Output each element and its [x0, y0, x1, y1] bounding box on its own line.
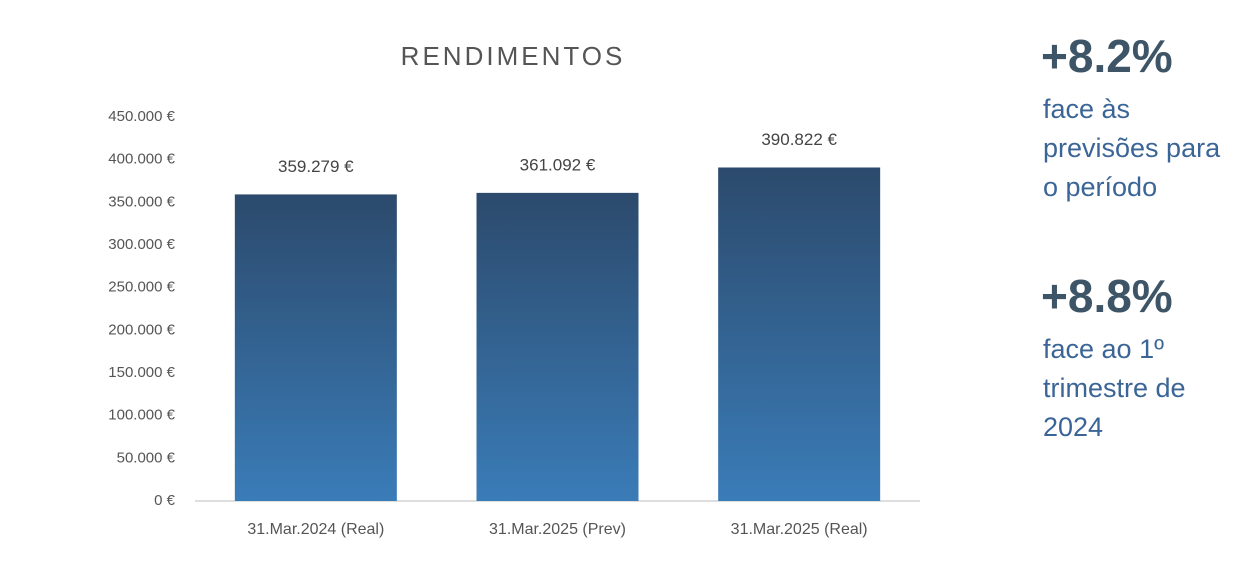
- value-label: 359.279 €: [278, 157, 354, 176]
- bar: [234, 194, 397, 501]
- value-label: 390.822 €: [761, 130, 837, 149]
- annotation-line: 2024: [1043, 412, 1103, 442]
- value-label: 361.092 €: [520, 155, 596, 174]
- bar: [718, 167, 881, 501]
- bar: [476, 192, 639, 501]
- annotation-line: face ao 1º: [1043, 334, 1164, 364]
- headline: +8.2%: [1041, 30, 1173, 82]
- y-tick-label: 100.000 €: [108, 407, 175, 424]
- y-tick-label: 450.000 €: [108, 108, 175, 125]
- annotation-line: trimestre de: [1043, 373, 1186, 403]
- y-tick-label: 250.000 €: [108, 279, 175, 296]
- y-tick-label: 150.000 €: [108, 364, 175, 381]
- annotation-line: o período: [1043, 172, 1157, 202]
- x-tick-label: 31.Mar.2024 (Real): [247, 521, 384, 538]
- y-tick-label: 200.000 €: [108, 321, 175, 338]
- headline: +8.8%: [1041, 270, 1173, 322]
- chart-title: RENDIMENTOS: [401, 41, 626, 71]
- x-tick-label: 31.Mar.2025 (Real): [731, 521, 868, 538]
- y-tick-label: 350.000 €: [108, 193, 175, 210]
- x-tick-label: 31.Mar.2025 (Prev): [489, 521, 626, 538]
- y-tick-label: 50.000 €: [117, 449, 176, 466]
- annotation-line: face às: [1043, 94, 1130, 124]
- y-tick-label: 400.000 €: [108, 151, 175, 168]
- y-tick-label: 0 €: [154, 492, 176, 509]
- annotation-line: previsões para: [1043, 133, 1221, 163]
- y-tick-label: 300.000 €: [108, 236, 175, 253]
